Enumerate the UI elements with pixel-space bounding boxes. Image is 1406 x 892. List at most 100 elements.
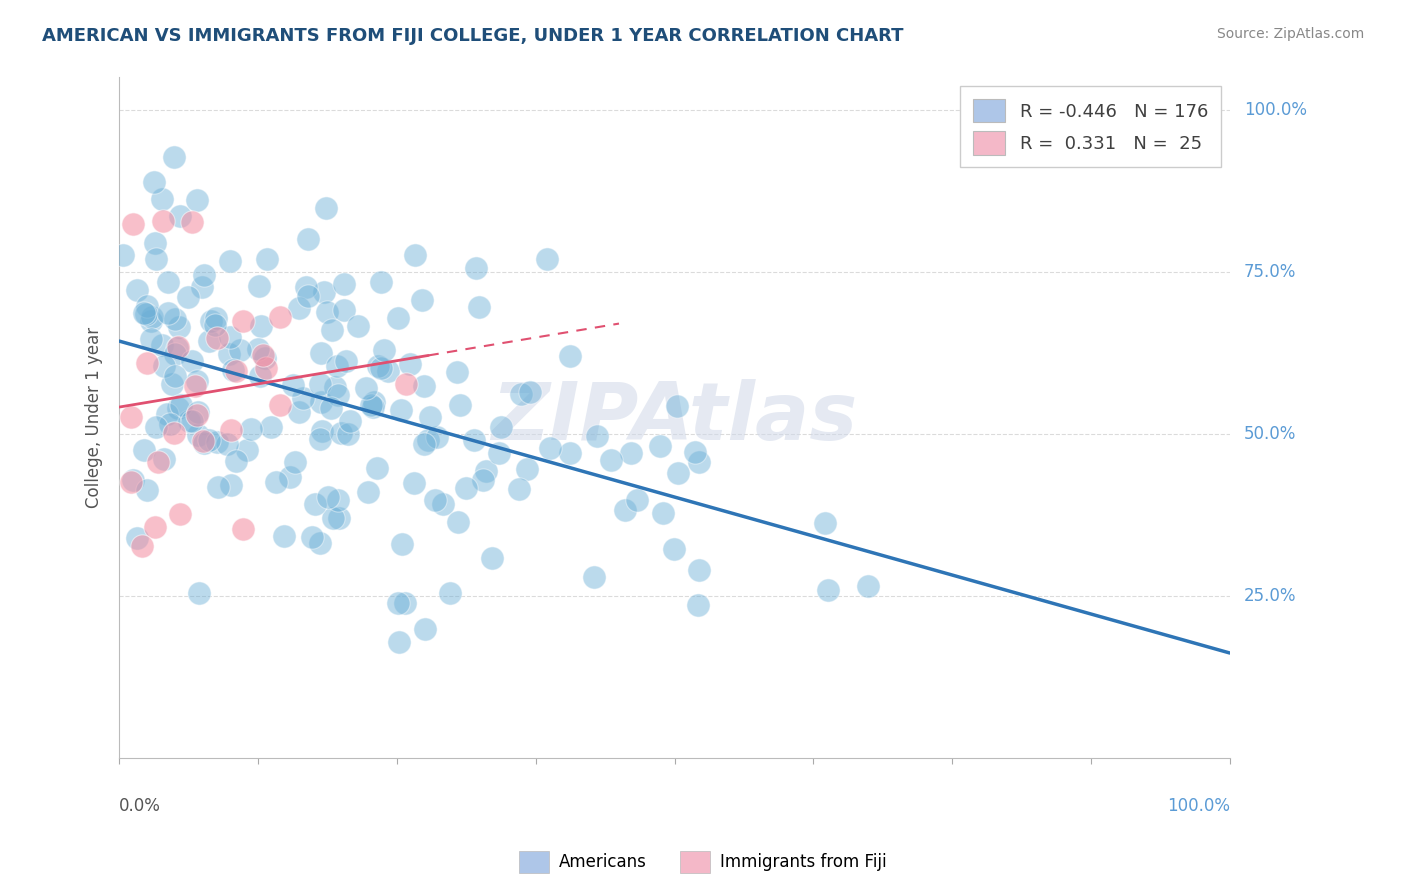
Point [481, 550, 503, 565]
Point [198, 434, 221, 448]
Point [136, 299, 159, 313]
Point [139, 314, 162, 328]
Point [163, 346, 186, 360]
Point [389, 403, 412, 417]
Point [419, 410, 441, 425]
Point [219, 423, 242, 437]
Point [330, 425, 353, 440]
Point [560, 446, 582, 460]
Text: 50.0%: 50.0% [1244, 425, 1296, 442]
Point [402, 476, 425, 491]
Point [132, 306, 155, 320]
Text: 100.0%: 100.0% [1244, 101, 1306, 119]
Point [145, 419, 167, 434]
Point [247, 279, 270, 293]
Point [309, 346, 332, 360]
Point [395, 377, 418, 392]
Point [232, 522, 254, 536]
Point [391, 536, 413, 550]
Point [150, 192, 173, 206]
Point [387, 596, 409, 610]
Point [219, 478, 242, 492]
Legend: R = -0.446   N = 176, R =  0.331   N =  25: R = -0.446 N = 176, R = 0.331 N = 25 [960, 87, 1220, 167]
Point [412, 436, 434, 450]
Point [316, 490, 339, 504]
Point [135, 483, 157, 498]
Point [218, 347, 240, 361]
Point [160, 377, 183, 392]
Point [254, 351, 277, 365]
Point [150, 338, 173, 352]
Point [297, 289, 319, 303]
Point [328, 511, 350, 525]
Point [332, 303, 354, 318]
Point [180, 353, 202, 368]
Point [165, 312, 187, 326]
Point [404, 248, 426, 262]
Point [373, 343, 395, 358]
Point [311, 394, 333, 409]
Point [360, 398, 382, 412]
Point [153, 452, 176, 467]
Point [207, 331, 229, 345]
Point [152, 214, 174, 228]
Point [411, 293, 433, 307]
Point [132, 443, 155, 458]
Point [207, 480, 229, 494]
Point [688, 455, 710, 469]
Point [488, 446, 510, 460]
Point [187, 428, 209, 442]
Point [184, 379, 207, 393]
Point [688, 564, 710, 578]
Point [337, 426, 360, 441]
Point [193, 268, 215, 283]
Point [304, 498, 326, 512]
Point [287, 404, 309, 418]
Point [475, 464, 498, 478]
Point [250, 319, 273, 334]
Point [439, 586, 461, 600]
Point [143, 236, 166, 251]
Point [614, 503, 637, 517]
Point [333, 277, 356, 292]
Point [366, 461, 388, 475]
Point [187, 585, 209, 599]
Point [259, 419, 281, 434]
Point [413, 379, 436, 393]
Point [157, 306, 180, 320]
Point [817, 582, 839, 597]
Point [454, 481, 477, 495]
Point [249, 368, 271, 383]
Point [278, 470, 301, 484]
Point [288, 301, 311, 316]
Point [159, 417, 181, 432]
Point [162, 425, 184, 440]
Point [121, 217, 143, 231]
Point [186, 405, 208, 419]
Point [321, 323, 343, 337]
Point [170, 399, 193, 413]
Point [688, 599, 710, 613]
Point [120, 409, 142, 424]
Point [163, 150, 186, 164]
Point [122, 474, 145, 488]
Point [219, 254, 242, 268]
Point [269, 310, 291, 325]
Point [186, 193, 208, 207]
Point [232, 314, 254, 328]
Point [283, 377, 305, 392]
Point [131, 539, 153, 553]
Point [666, 466, 689, 480]
Point [363, 400, 385, 414]
Point [315, 201, 337, 215]
Point [394, 596, 416, 610]
Point [111, 248, 134, 262]
Point [155, 407, 177, 421]
Point [198, 334, 221, 348]
Point [416, 434, 439, 448]
Point [166, 341, 188, 355]
Text: AMERICAN VS IMMIGRANTS FROM FIJI COLLEGE, UNDER 1 YEAR CORRELATION CHART: AMERICAN VS IMMIGRANTS FROM FIJI COLLEGE… [42, 27, 904, 45]
Point [650, 439, 672, 453]
Point [387, 311, 409, 326]
Point [323, 380, 346, 394]
